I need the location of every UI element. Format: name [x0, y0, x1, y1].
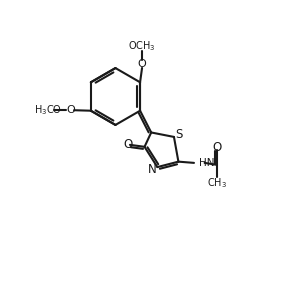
Text: OCH$_3$: OCH$_3$	[128, 39, 156, 53]
Text: O: O	[66, 105, 75, 115]
Text: H$_3$CO: H$_3$CO	[34, 103, 62, 117]
Text: HN: HN	[199, 158, 215, 168]
Text: O: O	[212, 140, 221, 153]
Text: O: O	[123, 138, 132, 151]
Text: S: S	[176, 128, 183, 141]
Text: N: N	[147, 163, 156, 175]
Text: CH$_3$: CH$_3$	[207, 176, 227, 190]
Text: O: O	[138, 60, 146, 69]
